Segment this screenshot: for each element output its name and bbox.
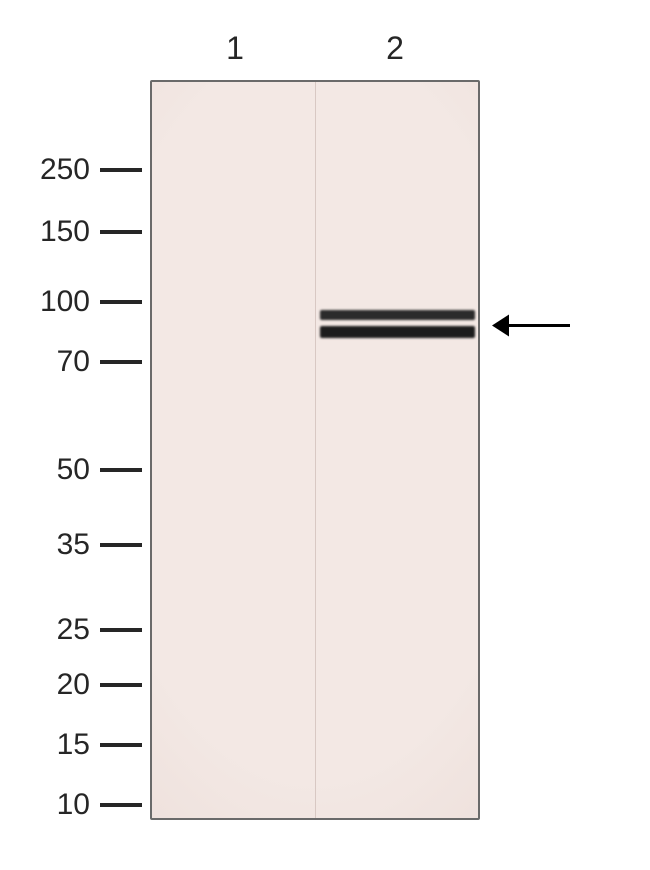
marker-tick <box>100 468 142 472</box>
marker-tick <box>100 300 142 304</box>
lane-divider <box>315 82 316 818</box>
marker-tick <box>100 803 142 807</box>
marker-label: 35 <box>57 528 90 562</box>
marker-label: 25 <box>57 613 90 647</box>
marker-label: 15 <box>57 728 90 762</box>
marker-label: 150 <box>40 215 90 249</box>
lane-label: 1 <box>226 30 244 67</box>
marker-tick <box>100 683 142 687</box>
marker-label: 250 <box>40 153 90 187</box>
marker-tick <box>100 360 142 364</box>
protein-band <box>320 310 475 320</box>
marker-tick <box>100 628 142 632</box>
marker-tick <box>100 230 142 234</box>
marker-label: 20 <box>57 668 90 702</box>
marker-label: 100 <box>40 285 90 319</box>
marker-tick <box>100 543 142 547</box>
arrow-shaft <box>508 324 570 327</box>
band-indicator-arrow <box>0 325 650 326</box>
marker-tick <box>100 743 142 747</box>
arrow-head-icon <box>492 314 509 336</box>
lane-label: 2 <box>386 30 404 67</box>
blot-canvas: 1 2 250 150 100 70 50 35 25 20 15 10 <box>0 0 650 870</box>
marker-label: 10 <box>57 788 90 822</box>
marker-label: 50 <box>57 453 90 487</box>
marker-label: 70 <box>57 345 90 379</box>
protein-band <box>320 326 475 338</box>
marker-tick <box>100 168 142 172</box>
